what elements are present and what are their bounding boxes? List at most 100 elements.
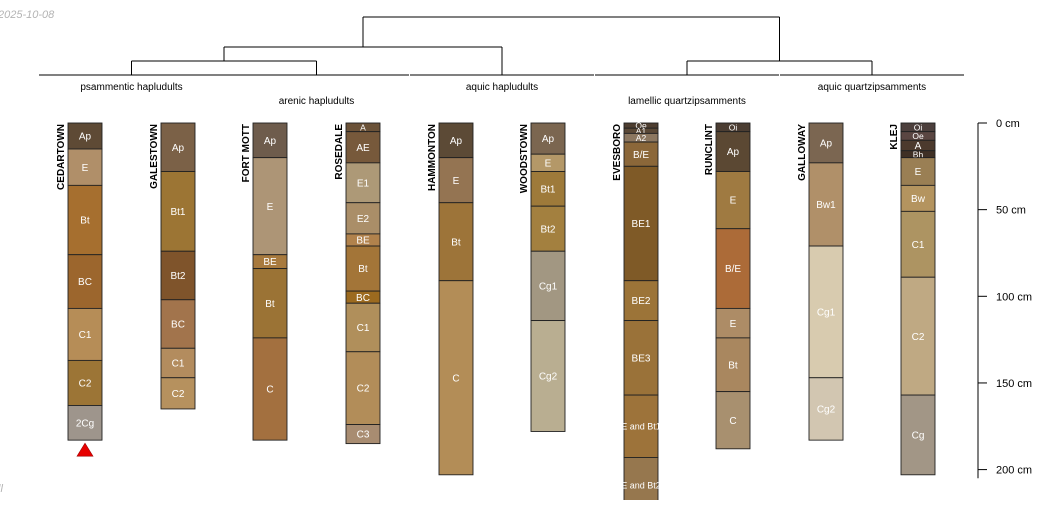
depth-axis: 0 cm 50 cm 100 cm 150 cm 200 cm: [977, 118, 1032, 479]
horizon-block: [808, 245, 844, 379]
horizon-block: [252, 337, 288, 441]
profile-fort-mott: Ap E BE Bt C FORT MOTT: [241, 122, 288, 441]
horizon-label: C2: [357, 384, 370, 395]
horizon-label: C: [729, 416, 736, 427]
profile-galloway: Ap Bw1 Cg1 Cg2 GALLOWAY: [797, 122, 844, 441]
horizon-label: Bw: [911, 194, 926, 205]
corner-date-label: 2025-10-08: [0, 9, 55, 21]
group-label: psammentic hapludults: [80, 82, 182, 93]
horizon-label: Ap: [79, 132, 92, 143]
horizon-block: [530, 122, 566, 155]
horizon-label: Bt: [265, 299, 275, 310]
group-label: arenic hapludults: [279, 96, 355, 107]
horizon-label: 2Cg: [76, 418, 94, 429]
horizon-block: [252, 122, 288, 159]
horizon-label: Ap: [264, 136, 277, 147]
horizon-label: Cg1: [817, 307, 836, 318]
profile-runclint: Oi Ap E B/E E Bt C RUNCLINT: [704, 122, 751, 450]
horizon-block: [715, 391, 751, 450]
horizon-block: [67, 359, 103, 406]
profile-rosedale: A AE E1 E2 BE Bt BC C1 C2 C3 ROSEDALE: [334, 122, 381, 445]
horizon-block: [900, 157, 936, 186]
horizon-label: BE1: [632, 219, 651, 230]
group-label: aquic hapludults: [466, 82, 538, 93]
horizon-block: [252, 268, 288, 339]
horizon-block: [345, 351, 381, 425]
horizon-block: [623, 457, 659, 505]
horizon-label: AE: [356, 143, 370, 154]
horizon-block: [67, 148, 103, 186]
horizon-block: [808, 377, 844, 441]
horizon-label: BE3: [632, 353, 651, 364]
horizon-block: [530, 250, 566, 322]
horizon-block: [160, 122, 196, 172]
horizon-block: [438, 157, 474, 204]
horizon-block: [715, 131, 751, 172]
horizon-label: Bt1: [170, 207, 185, 218]
horizon-label: Ap: [172, 143, 185, 154]
horizon-label: Bt: [728, 360, 738, 371]
horizon-label: B/E: [725, 264, 741, 275]
group-label: aquic quartzipsamments: [818, 82, 926, 93]
group-label: lamellic quartzipsamments: [628, 96, 746, 107]
horizon-label: BC: [171, 320, 185, 331]
horizon-label: Bw1: [816, 200, 836, 211]
horizon-label: C3: [357, 430, 370, 441]
horizon-block: [160, 299, 196, 349]
depth-tick-label: 50 cm: [996, 205, 1026, 217]
depth-tick-label: 200 cm: [996, 465, 1032, 477]
horizon-label: Oi: [914, 122, 923, 132]
profile-name-label: ROSEDALE: [334, 124, 345, 180]
horizon-label: Bt2: [540, 224, 555, 235]
horizon-label: E and Bt1: [621, 422, 661, 432]
horizon-label: BE: [263, 257, 277, 268]
horizon-label: A: [360, 122, 366, 132]
horizon-label: Bh: [913, 149, 924, 159]
profile-hammonton: Ap E Bt C HAMMONTON: [427, 122, 474, 476]
horizon-label: C2: [79, 379, 92, 390]
horizon-block: [530, 205, 566, 252]
horizon-label: B/E: [633, 150, 649, 161]
horizon-block: [900, 210, 936, 278]
horizon-block: [160, 171, 196, 252]
bottom-left-label: ll: [0, 483, 3, 495]
horizon-label: C2: [912, 332, 925, 343]
horizon-label: E: [730, 319, 737, 330]
horizon-label: C2: [172, 389, 185, 400]
horizon-label: C1: [912, 240, 925, 251]
horizon-block: [345, 424, 381, 445]
depth-tick-label: 150 cm: [996, 378, 1032, 390]
profile-name-label: WOODSTOWN: [519, 124, 530, 193]
horizon-label: E: [267, 202, 274, 213]
horizon-block: [160, 377, 196, 410]
horizon-label: Ap: [542, 134, 555, 145]
horizon-label: BE2: [632, 296, 651, 307]
horizon-label: Cg2: [539, 372, 558, 383]
horizon-label: E1: [357, 178, 370, 189]
horizon-block: [345, 131, 381, 164]
horizon-label: C: [266, 385, 273, 396]
horizon-block: [438, 202, 474, 282]
horizon-label: C: [452, 373, 459, 384]
horizon-block: [808, 122, 844, 164]
horizon-label: E and Bt2: [621, 480, 661, 490]
horizon-label: Ap: [450, 136, 463, 147]
horizon-label: BC: [356, 293, 370, 304]
horizon-block: [900, 394, 936, 476]
profile-cedartown: Ap E Bt BC C1 C2 2Cg CEDARTOWN: [56, 122, 103, 457]
horizon-label: A: [915, 141, 922, 152]
horizon-label: E: [545, 158, 552, 169]
profile-woodstown: Ap E Bt1 Bt2 Cg1 Cg2 WOODSTOWN: [519, 122, 566, 432]
horizon-block: [438, 122, 474, 159]
horizon-label: E: [82, 163, 89, 174]
horizon-label: Bt2: [170, 271, 185, 282]
profile-name-label: GALLOWAY: [797, 124, 808, 181]
horizon-label: Cg: [912, 431, 925, 442]
depth-tick-label: 0 cm: [996, 118, 1020, 130]
profile-name-label: FORT MOTT: [241, 124, 252, 182]
horizon-block: [345, 162, 381, 204]
horizon-block: [900, 276, 936, 396]
horizon-label: BE: [356, 236, 370, 247]
profile-name-label: KLEJ: [889, 124, 900, 150]
horizon-label: E2: [357, 214, 370, 225]
